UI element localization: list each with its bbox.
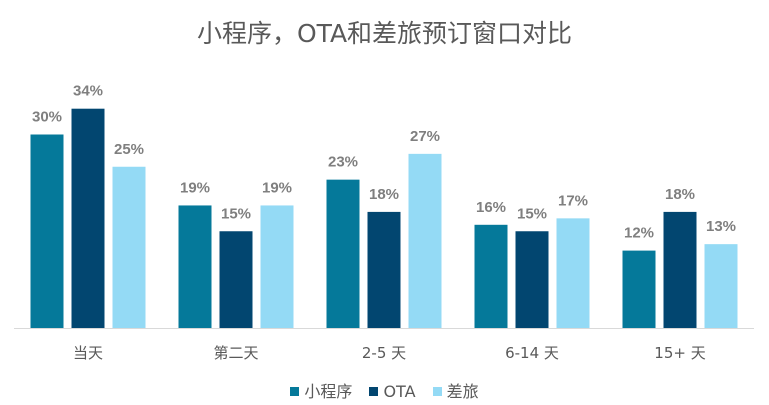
bar-business-travel-4 — [704, 244, 738, 328]
bar-business-travel-0 — [112, 166, 146, 328]
data-label-ota-3: 15% — [517, 205, 547, 222]
data-label-mini-program-0: 30% — [32, 109, 62, 126]
bar-business-travel-3 — [556, 218, 590, 328]
data-label-mini-program-2: 23% — [328, 154, 358, 171]
data-label-mini-program-3: 16% — [476, 199, 506, 216]
bars-layer — [30, 108, 738, 328]
bar-mini-program-4 — [622, 250, 656, 328]
bar-mini-program-1 — [178, 205, 212, 328]
legend-label-mini-program: 小程序 — [304, 382, 353, 401]
bar-ota-0 — [71, 108, 105, 328]
data-label-mini-program-4: 12% — [624, 225, 654, 242]
data-label-business-travel-2: 27% — [410, 128, 440, 145]
bar-mini-program-0 — [30, 134, 64, 328]
data-label-business-travel-1: 19% — [262, 179, 292, 196]
x-tick-label-2: 2-5 天 — [362, 344, 406, 362]
bar-ota-1 — [219, 231, 253, 328]
bar-ota-2 — [367, 211, 401, 328]
bar-ota-3 — [515, 231, 549, 328]
data-label-mini-program-1: 19% — [180, 179, 210, 196]
data-label-business-travel-3: 17% — [558, 192, 588, 209]
legend-label-business-travel: 差旅 — [446, 382, 479, 401]
chart-title: 小程序，OTA和差旅预订窗口对比 — [196, 19, 573, 48]
x-tick-label-0: 当天 — [73, 344, 103, 362]
data-labels-layer: 30% 34% 25% 19% 15% 19% 23% 18% 27% 16% 15% 17% 12% 1… — [32, 83, 736, 242]
data-label-business-travel-4: 13% — [706, 218, 736, 235]
data-label-ota-4: 18% — [665, 186, 695, 203]
bar-ota-4 — [663, 211, 697, 328]
x-tick-label-3: 6-14 天 — [505, 344, 559, 362]
bar-mini-program-2 — [326, 179, 360, 328]
x-tick-labels-layer: 当天 第二天 2-5 天 6-14 天 15+ 天 — [73, 344, 706, 362]
legend-swatch-business-travel — [432, 387, 442, 396]
bar-mini-program-3 — [474, 224, 508, 328]
legend-item-ota: OTA — [369, 382, 416, 401]
data-label-ota-2: 18% — [369, 186, 399, 203]
legend-swatch-ota — [369, 387, 379, 396]
legend: 小程序 OTA 差旅 — [0, 378, 769, 402]
data-label-ota-0: 34% — [73, 83, 103, 100]
bar-business-travel-2 — [408, 153, 442, 328]
legend-item-mini-program: 小程序 — [290, 378, 352, 402]
data-label-ota-1: 15% — [221, 205, 251, 222]
legend-item-business-travel: 差旅 — [432, 378, 479, 402]
legend-swatch-mini-program — [290, 387, 300, 396]
legend-label-ota: OTA — [383, 382, 416, 401]
data-label-business-travel-0: 25% — [114, 141, 144, 158]
x-tick-label-1: 第二天 — [213, 344, 258, 362]
x-tick-label-4: 15+ 天 — [654, 344, 705, 362]
bar-business-travel-1 — [260, 205, 294, 328]
